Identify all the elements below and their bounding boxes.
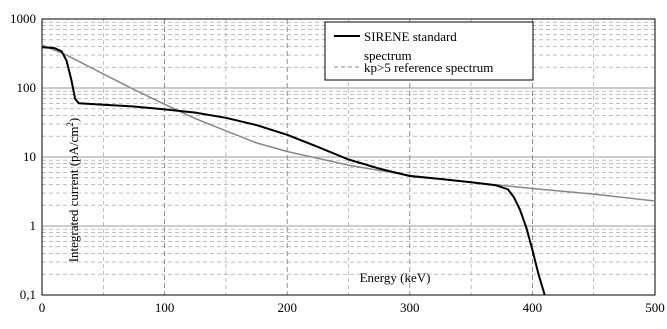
y-tick-label: 1000: [10, 11, 36, 26]
y-tick-label: 1: [30, 218, 37, 233]
y-axis-tick-labels: 0,1 1 10 100 1000: [10, 11, 36, 302]
legend-label-sirene-line1: SIRENE standard: [364, 29, 457, 44]
series-layer: [41, 44, 656, 296]
y-axis-title: Integrated current (pA/cm2): [65, 118, 81, 263]
legend: SIRENE standard spectrum kp>5 reference …: [324, 21, 534, 81]
x-tick-label: 400: [523, 300, 543, 315]
y-tick-label: 10: [23, 149, 36, 164]
legend-box: [324, 21, 534, 81]
y-axis-title-close: ): [66, 118, 81, 122]
x-tick-label: 500: [645, 300, 665, 315]
x-tick-label: 100: [155, 300, 175, 315]
y-tick-label: 100: [17, 80, 37, 95]
y-tick-label: 0,1: [20, 287, 36, 302]
series-line-kp5-reference: [41, 44, 656, 202]
legend-label-sirene-line2: spectrum: [364, 48, 412, 63]
plot-area-frame: [41, 18, 656, 296]
x-tick-label: 200: [277, 300, 297, 315]
x-tick-label: 0: [39, 300, 46, 315]
x-axis-tick-labels: 0 100 200 300 400 500: [39, 300, 665, 315]
x-axis-title: Energy (keV): [360, 270, 431, 285]
y-axis-title-main: Integrated current (pA/cm: [66, 127, 81, 263]
x-tick-label: 300: [400, 300, 420, 315]
legend-label-kp5: kp>5 reference spectrum: [364, 60, 493, 75]
series-line-sirene-standard: [41, 46, 546, 296]
y-axis-title-superscript: 2: [65, 122, 75, 127]
